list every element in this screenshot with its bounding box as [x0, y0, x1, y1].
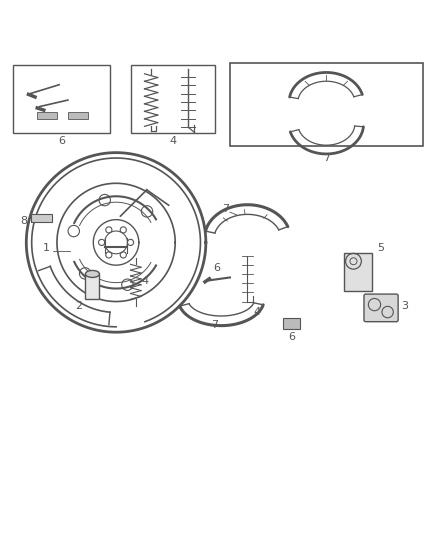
- Text: 7: 7: [323, 154, 330, 164]
- Text: 6: 6: [58, 136, 65, 146]
- FancyBboxPatch shape: [13, 65, 110, 133]
- Text: 4: 4: [170, 136, 177, 146]
- Text: 7: 7: [222, 204, 229, 214]
- FancyBboxPatch shape: [31, 214, 52, 222]
- Text: 2: 2: [75, 301, 82, 311]
- FancyBboxPatch shape: [131, 65, 215, 133]
- FancyBboxPatch shape: [230, 63, 423, 146]
- Ellipse shape: [85, 270, 99, 278]
- Text: 5: 5: [378, 243, 385, 253]
- Text: 7: 7: [211, 320, 218, 330]
- Text: 1: 1: [42, 243, 49, 253]
- FancyBboxPatch shape: [68, 112, 88, 119]
- FancyBboxPatch shape: [344, 253, 372, 290]
- FancyBboxPatch shape: [364, 294, 398, 322]
- FancyBboxPatch shape: [85, 274, 99, 300]
- Text: 3: 3: [402, 301, 409, 311]
- Text: 4: 4: [253, 308, 260, 318]
- Text: 4: 4: [141, 276, 148, 286]
- Text: 6: 6: [213, 263, 220, 273]
- FancyBboxPatch shape: [37, 112, 57, 119]
- FancyBboxPatch shape: [283, 318, 300, 329]
- Text: 6: 6: [288, 332, 295, 342]
- Text: 8: 8: [20, 215, 27, 225]
